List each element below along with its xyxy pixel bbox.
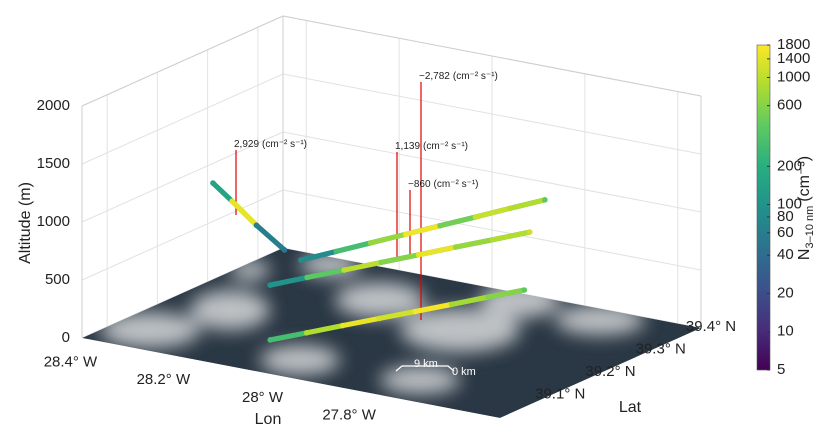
track-point xyxy=(340,323,346,329)
track-point xyxy=(490,237,496,243)
track-segment xyxy=(406,226,440,235)
z-tick-label: 500 xyxy=(45,271,70,288)
track-point xyxy=(267,282,273,288)
track-point xyxy=(507,205,513,211)
y-tick-label: 39.3° N xyxy=(636,341,686,358)
colorbar-tick-label: 20 xyxy=(777,284,794,301)
colorbar-tick-label: 1800 xyxy=(777,36,810,53)
track-segment xyxy=(381,255,419,263)
colorbar-tick-label: 10 xyxy=(777,323,794,340)
track-point xyxy=(376,316,382,322)
grid-line xyxy=(82,74,283,164)
track-point xyxy=(304,275,310,281)
y-axis-label: Lat xyxy=(619,399,642,416)
colorbar-tick-label: 5 xyxy=(777,361,785,378)
y-tick-label: 39.4° N xyxy=(686,318,736,335)
annotation: −860(cm⁻² s⁻¹) xyxy=(408,179,479,190)
track-point xyxy=(527,229,533,235)
track-point xyxy=(453,244,459,250)
track-point xyxy=(403,231,409,237)
z-axis-label: Altitude (m) xyxy=(17,182,34,264)
map-floor xyxy=(82,248,701,418)
chart: 9 km 0 km 0 500 1000 1500 2000 28.4° W 28.2° W… xyxy=(0,0,827,427)
annotation-unit: (cm⁻² s⁻¹) xyxy=(453,71,498,82)
track-point xyxy=(267,337,273,343)
track-point xyxy=(449,302,455,308)
track-segment xyxy=(419,247,456,255)
annotation: 1,139(cm⁻² s⁻¹) xyxy=(395,141,468,152)
annotation-unit: (cm⁻² s⁻¹) xyxy=(434,179,479,190)
track-point xyxy=(304,330,310,336)
x-tick-label: 28.2° W xyxy=(137,371,191,388)
colorbar-symbol: N xyxy=(796,249,813,261)
colorbar-tick-label: 60 xyxy=(777,224,794,241)
track-segment xyxy=(475,208,510,217)
track-point xyxy=(378,260,384,266)
annotation-unit: (cm⁻² s⁻¹) xyxy=(262,139,307,150)
x-axis-label: Lon xyxy=(255,411,282,427)
annotation-value: 1,139 xyxy=(395,141,420,152)
colorbar-unit: (cm⁻³) xyxy=(796,156,813,202)
track-point xyxy=(341,267,347,273)
track-point xyxy=(333,249,339,255)
colorbar-tick-label: 600 xyxy=(777,97,802,114)
colorbar-subscript: 3–10 nm xyxy=(804,206,816,249)
track-point xyxy=(416,252,422,258)
annotation-value: −2,782 xyxy=(419,71,450,82)
y-tick-label: 39.1° N xyxy=(535,386,585,403)
track-point xyxy=(229,198,235,204)
scale-label: 9 km xyxy=(414,358,438,370)
axis-edge xyxy=(82,16,283,106)
z-tick-label: 1000 xyxy=(37,213,70,230)
colorbar-gradient xyxy=(757,45,770,370)
colorbar-tick-label: 40 xyxy=(777,246,794,263)
track-point xyxy=(473,214,479,220)
track-segment xyxy=(336,243,370,252)
track-point xyxy=(522,287,528,293)
z-tick-label: 1500 xyxy=(37,155,70,172)
track-point xyxy=(412,309,418,315)
colorbar-tick-label: 1000 xyxy=(777,68,810,85)
annotation-value: 2,929 xyxy=(234,139,259,150)
track-point xyxy=(542,197,548,203)
z-tick-label: 0 xyxy=(62,329,70,346)
annotation-value: −860 xyxy=(408,179,431,190)
track-point xyxy=(368,240,374,246)
annotation: −2,782(cm⁻² s⁻¹) xyxy=(419,71,498,82)
scale-label: 0 km xyxy=(452,366,476,378)
x-tick-label: 27.8° W xyxy=(322,407,376,424)
track-segment xyxy=(456,240,493,247)
track-segment xyxy=(510,200,545,208)
track-point xyxy=(254,222,260,228)
annotation: 2,929(cm⁻² s⁻¹) xyxy=(234,139,307,150)
track-point xyxy=(298,257,304,263)
track-point xyxy=(437,223,443,229)
x-tick-label: 28° W xyxy=(242,389,284,406)
y-tick-label: 39.2° N xyxy=(585,363,635,380)
z-tick-label: 2000 xyxy=(37,97,70,114)
track-point xyxy=(485,294,491,300)
track-segment xyxy=(256,225,284,250)
track-segment xyxy=(371,234,406,243)
track-point xyxy=(210,180,216,186)
annotation-unit: (cm⁻² s⁻¹) xyxy=(423,141,468,152)
track-segment xyxy=(213,183,232,201)
track-point xyxy=(282,247,288,253)
x-tick-label: 28.4° W xyxy=(44,353,98,370)
